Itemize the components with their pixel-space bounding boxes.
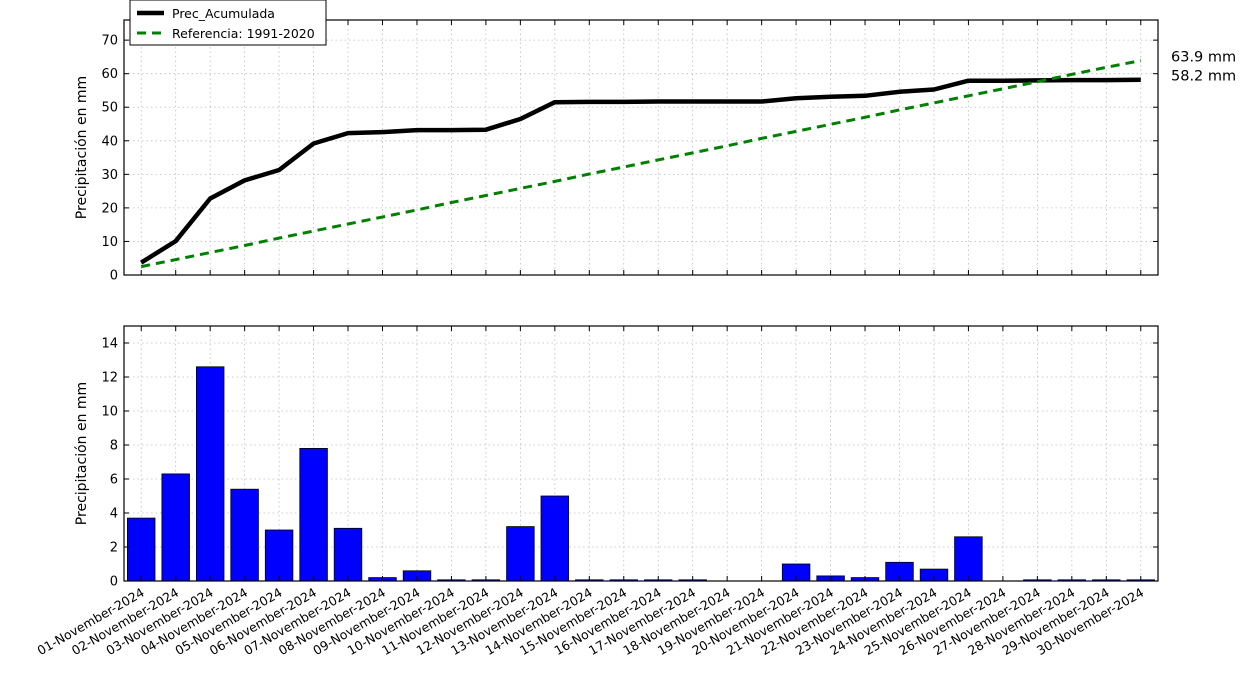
- bar-06-november-2024: [299, 447, 328, 582]
- top-ytick-label-70: 70: [101, 34, 118, 49]
- bottom-ytick-label-12: 12: [101, 371, 118, 386]
- top-y-axis-label: Precipitación en mm: [74, 76, 90, 219]
- top-ytick-label-10: 10: [101, 235, 118, 250]
- legend: Prec_Acumulada Referencia: 1991-2020: [129, 0, 327, 46]
- series-line-referencia-1991-2020: [140, 59, 1142, 269]
- end-label-reference-total: 63.9 mm: [1171, 50, 1236, 66]
- cumulative-precipitation-chart: 0 10 20 30 40 50 60 70 Precipitación en mm Prec…: [74, 0, 1236, 284]
- top-x-ticks: [140, 20, 1142, 275]
- bottom-ytick-label-2: 2: [110, 541, 118, 556]
- legend-entry-referencia: Referencia: 1991-2020: [172, 26, 315, 41]
- top-y-ticks: 0 10 20 30 40 50 60 70: [101, 34, 1158, 284]
- bottom-bars: [127, 366, 1156, 582]
- bar-02-november-2024: [161, 473, 190, 582]
- top-ytick-label-20: 20: [101, 201, 118, 216]
- bar-01-november-2024: [127, 517, 156, 582]
- bottom-ytick-label-8: 8: [110, 439, 118, 454]
- top-ytick-label-60: 60: [101, 67, 118, 82]
- bar-25-november-2024: [954, 536, 983, 582]
- bottom-plot-frame: [123, 325, 1159, 582]
- bottom-ytick-label-10: 10: [101, 405, 118, 420]
- top-ytick-label-40: 40: [101, 134, 118, 149]
- bottom-gridlines: [124, 326, 1158, 581]
- legend-box: [129, 0, 327, 46]
- bar-03-november-2024: [195, 366, 225, 582]
- bottom-ytick-label-6: 6: [110, 473, 118, 488]
- legend-entry-prec-acumulada: Prec_Acumulada: [172, 6, 275, 21]
- top-ytick-label-0: 0: [110, 269, 118, 284]
- bottom-ytick-label-14: 14: [101, 337, 118, 352]
- end-label-accumulated-total: 58.2 mm: [1171, 69, 1236, 85]
- top-plot-frame: [123, 19, 1159, 276]
- bottom-ytick-label-0: 0: [110, 575, 118, 590]
- bar-13-november-2024: [540, 495, 570, 582]
- bar-07-november-2024: [333, 527, 363, 582]
- bar-04-november-2024: [230, 488, 259, 582]
- bar-12-november-2024: [506, 526, 535, 582]
- bar-05-november-2024: [264, 529, 294, 582]
- bottom-ytick-label-4: 4: [110, 507, 118, 522]
- top-ytick-label-50: 50: [101, 101, 118, 116]
- bottom-y-ticks: 0 2 4 6 8 10 12 14: [101, 337, 1158, 590]
- top-series-lines: [140, 59, 1142, 269]
- top-ytick-label-30: 30: [101, 168, 118, 183]
- series-line-prec-acumulada: [140, 77, 1141, 265]
- bottom-y-axis-label: Precipitación en mm: [74, 382, 90, 525]
